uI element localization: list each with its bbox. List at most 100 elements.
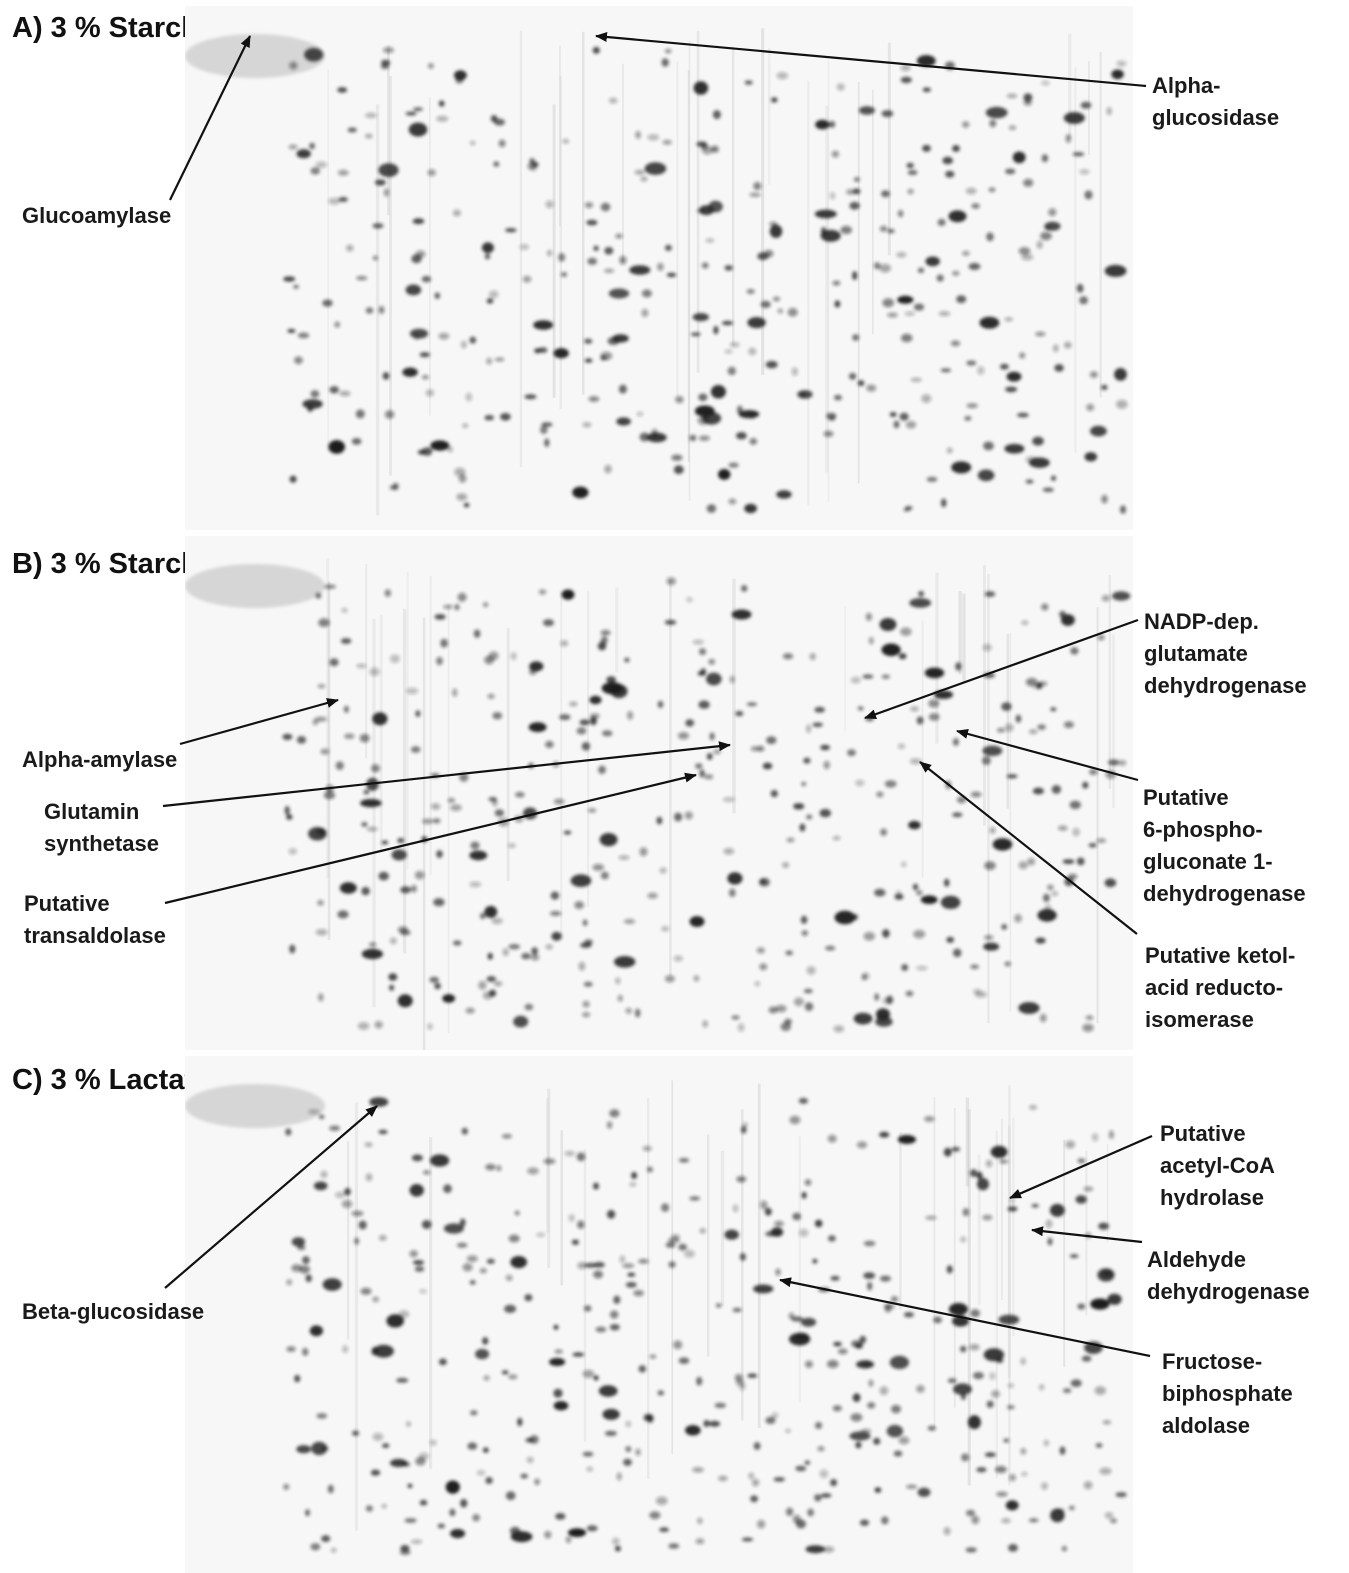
- protein-spot: [907, 169, 918, 176]
- protein-spot: [549, 1358, 566, 1366]
- label-nadp-glutamate-dehydrogenase: NADP-dep. glutamate dehydrogenase: [1144, 609, 1307, 698]
- protein-spot: [317, 899, 324, 906]
- gel-streak: [732, 578, 736, 814]
- protein-spot: [1081, 1355, 1092, 1362]
- protein-spot: [922, 87, 931, 93]
- protein-spot: [625, 1007, 632, 1014]
- protein-spot: [636, 411, 644, 417]
- protein-spot: [1021, 620, 1029, 626]
- protein-spot: [427, 63, 434, 69]
- protein-spot: [819, 808, 831, 818]
- protein-spot: [709, 732, 715, 741]
- protein-spot: [604, 1430, 617, 1437]
- protein-spot: [659, 1527, 669, 1532]
- protein-spot: [335, 1191, 346, 1198]
- protein-spot: [608, 288, 630, 299]
- protein-spot: [1023, 178, 1034, 187]
- gel-streak: [429, 576, 432, 876]
- protein-spot: [384, 410, 395, 419]
- gel-streak: [622, 63, 624, 263]
- protein-spot: [818, 1287, 830, 1292]
- protein-spot: [633, 1289, 644, 1297]
- gel-streak: [977, 1154, 981, 1305]
- protein-spot: [723, 797, 735, 802]
- protein-spot: [562, 139, 570, 144]
- protein-spot: [900, 64, 911, 72]
- protein-spot: [487, 693, 495, 699]
- protein-spot: [606, 1209, 616, 1219]
- protein-spot: [889, 412, 897, 417]
- protein-spot: [288, 144, 298, 150]
- protein-spot: [806, 966, 816, 975]
- protein-spot: [288, 848, 298, 855]
- protein-spot: [1004, 443, 1025, 454]
- protein-spot: [296, 736, 307, 744]
- protein-spot: [595, 1326, 607, 1333]
- protein-spot: [804, 1460, 811, 1465]
- protein-spot: [1101, 594, 1111, 602]
- protein-spot: [701, 262, 709, 269]
- protein-spot: [1032, 787, 1044, 795]
- protein-spot: [806, 724, 812, 733]
- protein-spot: [627, 1272, 636, 1277]
- protein-spot: [1102, 1420, 1112, 1425]
- protein-spot: [657, 262, 664, 271]
- protein-spot: [351, 1210, 364, 1217]
- protein-spot: [459, 772, 469, 782]
- protein-spot: [309, 142, 315, 150]
- protein-spot: [299, 1265, 311, 1274]
- protein-spot: [483, 602, 489, 608]
- protein-spot: [323, 791, 336, 800]
- protein-spot: [421, 1220, 432, 1229]
- gel-streak: [615, 587, 619, 673]
- protein-spot: [956, 295, 967, 304]
- protein-spot: [538, 347, 548, 353]
- protein-spot: [792, 1514, 801, 1524]
- protein-spot: [934, 690, 953, 699]
- protein-spot: [463, 502, 470, 508]
- protein-spot: [788, 1312, 795, 1320]
- protein-spot: [341, 1200, 353, 1208]
- protein-spot: [887, 312, 898, 318]
- protein-spot: [558, 253, 566, 262]
- gel-streak: [857, 82, 860, 484]
- protein-spot: [693, 975, 700, 982]
- protein-spot: [1116, 60, 1127, 67]
- protein-spot: [582, 422, 592, 428]
- protein-spot: [339, 882, 357, 894]
- protein-spot: [520, 1473, 528, 1479]
- protein-spot: [890, 1296, 899, 1303]
- protein-spot: [900, 627, 912, 636]
- protein-spot: [774, 1220, 784, 1227]
- panel-title-c: C) 3 % Lactate: [12, 1064, 211, 1096]
- protein-spot: [479, 912, 486, 920]
- protein-spot: [429, 976, 439, 983]
- protein-spot: [432, 818, 441, 824]
- gel-streak: [647, 1098, 650, 1480]
- protein-spot: [1090, 1298, 1110, 1310]
- protein-spot: [418, 1452, 429, 1461]
- protein-spot: [582, 1000, 590, 1008]
- protein-spot: [365, 1505, 373, 1512]
- protein-spot: [378, 1235, 387, 1241]
- protein-spot: [1115, 1492, 1127, 1498]
- protein-spot: [969, 1343, 980, 1351]
- protein-spot: [412, 218, 425, 225]
- protein-spot: [1061, 614, 1075, 626]
- protein-spot: [661, 1203, 670, 1212]
- protein-spot: [823, 430, 834, 437]
- protein-spot: [1082, 781, 1089, 789]
- protein-spot: [874, 888, 886, 897]
- protein-spot: [1037, 909, 1057, 922]
- protein-spot: [882, 929, 890, 938]
- protein-spot: [315, 592, 322, 599]
- protein-spot: [884, 1303, 892, 1313]
- protein-spot: [328, 440, 345, 454]
- protein-spot: [971, 1515, 980, 1525]
- protein-spot: [820, 744, 830, 751]
- protein-spot: [615, 977, 621, 985]
- protein-spot: [882, 298, 894, 308]
- protein-spot: [586, 1466, 593, 1472]
- protein-spot: [890, 1404, 902, 1414]
- protein-spot: [1031, 1203, 1039, 1208]
